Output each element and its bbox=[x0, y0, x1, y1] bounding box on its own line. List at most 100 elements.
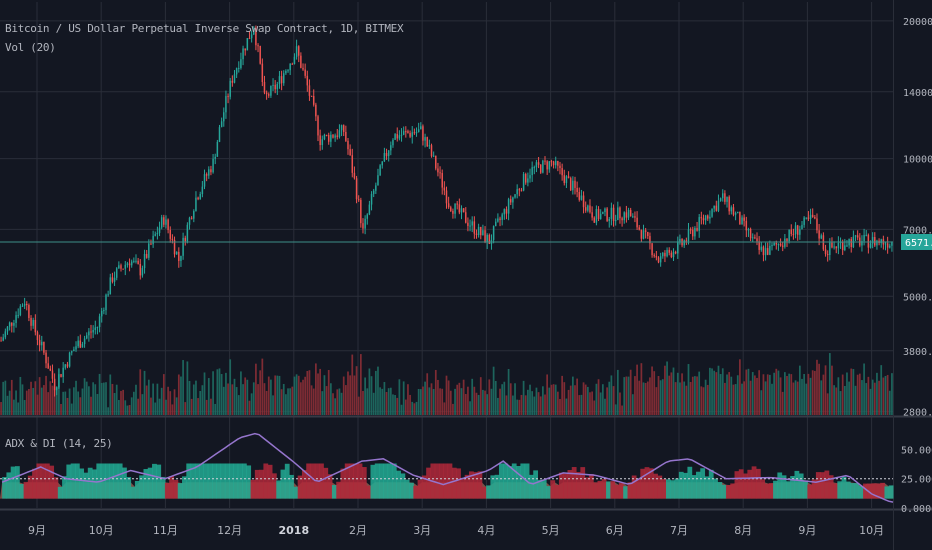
volume-bar bbox=[349, 375, 351, 415]
candle-body bbox=[469, 225, 471, 227]
candle-body bbox=[739, 212, 741, 225]
volume-bar bbox=[664, 365, 666, 415]
volume-bar bbox=[486, 394, 489, 415]
candle-body bbox=[295, 46, 298, 57]
volume-bar bbox=[516, 399, 519, 415]
time-tick-label: 4月 bbox=[477, 524, 495, 537]
candle-body bbox=[79, 340, 82, 348]
volume-bar bbox=[514, 383, 516, 415]
di-plus-area bbox=[57, 486, 63, 499]
candle-body bbox=[807, 217, 810, 219]
volume-bar bbox=[651, 366, 653, 415]
candle-body bbox=[394, 134, 396, 140]
candle-body bbox=[889, 245, 891, 248]
volume-bar bbox=[310, 385, 313, 415]
volume-bar bbox=[512, 395, 514, 415]
volume-bar bbox=[751, 372, 754, 415]
candle-body bbox=[499, 218, 501, 220]
candle-body bbox=[23, 303, 26, 306]
volume-bar bbox=[790, 374, 793, 415]
di-plus-area bbox=[130, 486, 136, 499]
volume-bar bbox=[715, 372, 718, 415]
di-minus-area bbox=[738, 469, 744, 499]
volume-bar bbox=[484, 390, 486, 415]
volume-bar bbox=[0, 402, 2, 415]
volume-bar bbox=[809, 377, 812, 415]
volume-bar bbox=[569, 385, 572, 415]
volume-bar bbox=[270, 379, 272, 415]
di-plus-area bbox=[674, 478, 680, 499]
di-plus-area bbox=[623, 486, 628, 499]
volume-bar bbox=[835, 387, 838, 415]
volume-bar bbox=[317, 373, 319, 415]
volume-bar bbox=[522, 380, 525, 415]
volume-bar bbox=[475, 392, 478, 415]
volume-bar bbox=[471, 378, 474, 415]
candle-body bbox=[428, 145, 431, 147]
di-plus-area bbox=[888, 485, 894, 499]
price-tick-label: 20000.0 bbox=[903, 17, 932, 28]
di-minus-area bbox=[627, 482, 633, 499]
volume-bar bbox=[293, 376, 296, 415]
candle-body bbox=[644, 230, 647, 232]
candle-body bbox=[55, 387, 58, 391]
volume-bar bbox=[627, 376, 630, 415]
volume-bar bbox=[621, 405, 623, 415]
volume-bar bbox=[385, 392, 388, 415]
candle-body bbox=[784, 238, 786, 247]
candle-body bbox=[702, 218, 705, 221]
volume-bar bbox=[210, 398, 212, 415]
di-minus-area bbox=[254, 469, 260, 499]
di-plus-area bbox=[387, 463, 393, 499]
volume-bar bbox=[462, 379, 465, 415]
volume-bar bbox=[477, 394, 480, 415]
candle-body bbox=[638, 227, 640, 230]
volume-bar bbox=[180, 376, 182, 415]
volume-bar bbox=[43, 385, 45, 415]
di-minus-area bbox=[558, 472, 564, 499]
volume-bar bbox=[88, 386, 90, 415]
volume-bar bbox=[606, 387, 608, 415]
candle-body bbox=[368, 204, 371, 215]
candle-body bbox=[282, 73, 285, 84]
indicator-tick-label: 25.0000 bbox=[901, 475, 932, 486]
candle-body bbox=[771, 245, 773, 247]
candle-body bbox=[6, 326, 9, 332]
volume-bar bbox=[766, 374, 769, 415]
candle-body bbox=[794, 225, 797, 235]
di-minus-area bbox=[349, 463, 354, 499]
volume-bar bbox=[443, 402, 446, 415]
di-plus-area bbox=[537, 479, 543, 499]
volume-bar bbox=[773, 372, 776, 415]
di-plus-area bbox=[409, 482, 414, 499]
candle-body bbox=[833, 246, 835, 248]
volume-bar bbox=[109, 374, 112, 415]
candle-body bbox=[826, 253, 829, 255]
candle-body bbox=[668, 249, 670, 253]
candle-body bbox=[259, 45, 261, 64]
volume-bar bbox=[726, 374, 728, 415]
di-plus-area bbox=[156, 464, 162, 499]
price-tick-label: 7000.0 bbox=[903, 225, 932, 236]
candle-body bbox=[255, 29, 257, 46]
di-plus-area bbox=[66, 464, 72, 499]
volume-bar bbox=[492, 366, 495, 415]
volume-bar bbox=[741, 383, 743, 415]
volume-bar bbox=[377, 366, 379, 415]
volume-bar bbox=[655, 387, 658, 415]
volume-bar bbox=[488, 379, 491, 415]
di-plus-area bbox=[177, 483, 183, 499]
di-minus-area bbox=[871, 483, 877, 499]
candle-body bbox=[109, 277, 112, 295]
candle-body bbox=[707, 215, 709, 219]
volume-bar bbox=[681, 373, 683, 415]
candle-body bbox=[190, 217, 193, 219]
candle-body bbox=[458, 204, 461, 213]
di-plus-area bbox=[74, 463, 80, 499]
candle-body bbox=[634, 216, 636, 218]
di-minus-area bbox=[657, 475, 663, 499]
candle-body bbox=[385, 153, 388, 157]
candle-body bbox=[75, 346, 77, 350]
volume-bar bbox=[565, 398, 568, 415]
